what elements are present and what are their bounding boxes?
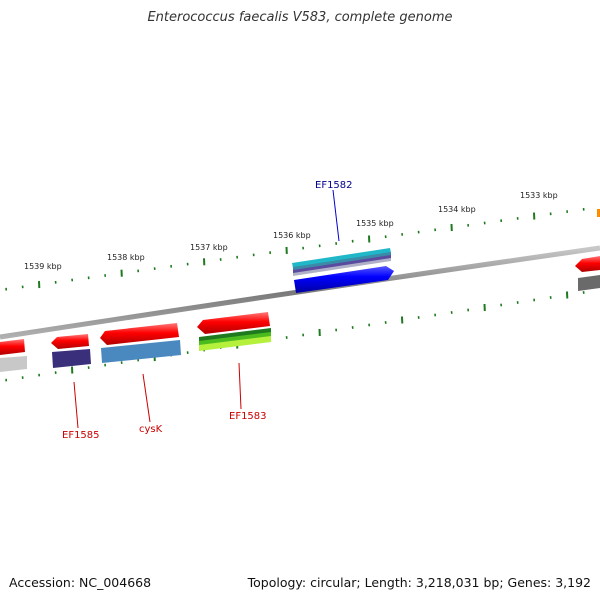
gene-right-edge-grey[interactable] xyxy=(578,275,600,291)
ef1585-leader-line xyxy=(73,381,79,429)
ef1582-track-cyan xyxy=(292,248,391,268)
gene-ef1585-track[interactable] xyxy=(52,349,91,368)
gene-cysk-track[interactable] xyxy=(101,340,181,363)
inner-scale-ticks xyxy=(5,291,585,382)
gene-right-edge-marker[interactable] xyxy=(597,209,600,217)
gene-right-edge-arrow[interactable] xyxy=(575,256,600,272)
ef1583-track-lime xyxy=(199,336,271,351)
scale-label-1533: 1533 kbp xyxy=(520,191,558,200)
gene-ef1582-tracks[interactable] xyxy=(292,248,391,276)
scale-label-1538: 1538 kbp xyxy=(107,253,145,262)
genome-backbone xyxy=(0,245,600,340)
gene-label-cysk[interactable]: cysK xyxy=(139,424,163,435)
scale-label-1537: 1537 kbp xyxy=(190,243,228,252)
gene-label-ef1582[interactable]: EF1582 xyxy=(315,180,353,191)
ef1583-track-green xyxy=(199,332,271,346)
gene-ef1583-tracks[interactable] xyxy=(199,328,271,351)
gene-cysk-arrow[interactable] xyxy=(100,323,179,345)
accession-text: Accession: NC_004668 xyxy=(9,575,152,590)
gene-label-ef1583[interactable]: EF1583 xyxy=(229,411,267,422)
gene-ef1583-arrow[interactable] xyxy=(197,312,270,334)
ef1582-track-grey xyxy=(293,258,391,276)
cysk-leader-line xyxy=(142,373,151,423)
genome-summary-text: Topology: circular; Length: 3,218,031 bp… xyxy=(247,575,591,590)
outer-scale-ticks xyxy=(5,207,585,291)
gene-left-edge-arrow[interactable] xyxy=(0,339,25,355)
ef1582-leader-line xyxy=(332,189,340,242)
scale-label-1536: 1536 kbp xyxy=(273,231,311,240)
gene-label-ef1585[interactable]: EF1585 xyxy=(62,430,100,441)
gene-left-edge-grey[interactable] xyxy=(0,356,27,372)
ef1583-track-darkgreen xyxy=(199,328,271,342)
map-title: Enterococcus faecalis V583, complete gen… xyxy=(147,10,453,25)
ef1583-leader-line xyxy=(238,362,242,410)
gene-ef1582-arrow[interactable] xyxy=(294,266,394,293)
gene-ef1585-arrow[interactable] xyxy=(51,334,89,349)
scale-label-1534: 1534 kbp xyxy=(438,205,476,214)
scale-label-1535: 1535 kbp xyxy=(356,219,394,228)
scale-label-1539: 1539 kbp xyxy=(24,262,62,271)
